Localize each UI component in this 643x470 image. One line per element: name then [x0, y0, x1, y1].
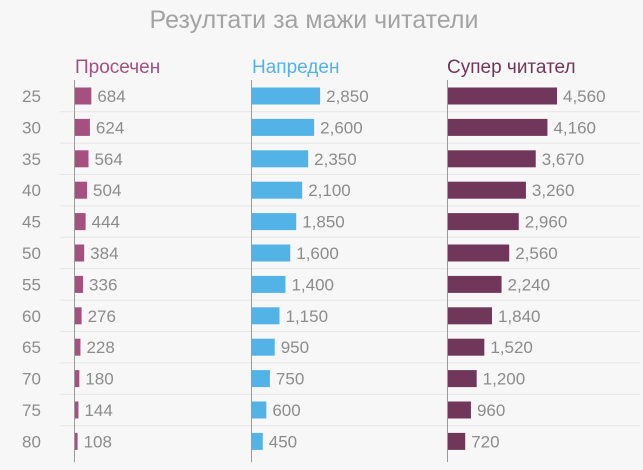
data-label: 3,260 — [532, 181, 575, 200]
data-label: 1,520 — [490, 338, 533, 357]
bar — [252, 87, 321, 105]
data-label: 450 — [269, 432, 297, 451]
data-label: 108 — [84, 432, 112, 451]
data-label: 960 — [477, 401, 505, 420]
data-label: 180 — [85, 370, 113, 389]
data-label: 336 — [89, 275, 117, 294]
data-label: 2,960 — [525, 213, 568, 232]
data-label: 624 — [96, 118, 124, 137]
bar — [75, 244, 85, 262]
bar — [252, 213, 297, 231]
bar — [448, 432, 466, 450]
data-label: 2,100 — [308, 181, 351, 200]
data-label: 384 — [90, 244, 118, 263]
bar — [252, 275, 286, 293]
bar — [448, 244, 510, 262]
bar — [75, 307, 82, 325]
data-label: 2,350 — [314, 150, 357, 169]
category-label: 65 — [22, 338, 41, 357]
data-label: 504 — [93, 181, 121, 200]
data-label: 600 — [272, 401, 300, 420]
bar — [252, 432, 263, 450]
category-label: 30 — [22, 118, 41, 137]
data-label: 1,840 — [498, 307, 541, 326]
bar — [75, 275, 84, 293]
bar — [75, 338, 81, 356]
bar — [252, 244, 291, 262]
data-label: 1,850 — [302, 213, 345, 232]
data-label: 4,160 — [553, 118, 596, 137]
category-label: 25 — [22, 87, 41, 106]
bar — [75, 87, 92, 105]
bar — [252, 181, 303, 199]
bar — [252, 401, 267, 419]
data-label: 1,400 — [291, 275, 334, 294]
bar — [75, 213, 86, 231]
bar — [448, 87, 557, 105]
data-label: 144 — [84, 401, 112, 420]
series-title: Просечен — [75, 57, 160, 78]
bar — [75, 181, 88, 199]
bar — [252, 307, 280, 325]
category-label: 80 — [22, 432, 41, 451]
bar — [448, 338, 485, 356]
bar — [252, 118, 315, 136]
bar — [75, 432, 78, 450]
data-label: 4,560 — [563, 87, 606, 106]
category-label: 55 — [22, 275, 41, 294]
data-label: 2,850 — [326, 87, 369, 106]
bar — [448, 213, 519, 231]
bar — [252, 150, 309, 168]
data-label: 276 — [88, 307, 116, 326]
data-label: 1,600 — [296, 244, 339, 263]
data-label: 2,240 — [508, 275, 551, 294]
bar — [448, 150, 536, 168]
data-label: 750 — [276, 370, 304, 389]
category-label: 75 — [22, 401, 41, 420]
data-label: 950 — [281, 338, 309, 357]
series-title: Супер читател — [447, 57, 576, 78]
bar — [75, 118, 90, 136]
bar — [252, 370, 270, 388]
bar — [75, 150, 89, 168]
bar — [448, 307, 492, 325]
category-label: 60 — [22, 307, 41, 326]
bar — [448, 118, 548, 136]
chart-title: Резултати за мажи читатели — [149, 6, 479, 34]
category-label: 50 — [22, 244, 41, 263]
bar — [448, 275, 502, 293]
bar — [252, 338, 275, 356]
data-label: 684 — [97, 87, 125, 106]
bar — [75, 370, 80, 388]
bar — [75, 401, 79, 419]
data-label: 564 — [94, 150, 122, 169]
category-label: 35 — [22, 150, 41, 169]
data-label: 2,600 — [320, 118, 363, 137]
bar — [448, 401, 471, 419]
data-label: 720 — [471, 432, 499, 451]
category-label: 70 — [22, 370, 41, 389]
bar — [448, 181, 526, 199]
data-label: 228 — [86, 338, 114, 357]
category-label: 40 — [22, 181, 41, 200]
data-label: 1,200 — [483, 370, 526, 389]
data-label: 444 — [92, 213, 120, 232]
data-label: 2,560 — [515, 244, 558, 263]
bar — [448, 370, 477, 388]
category-label: 45 — [22, 213, 41, 232]
data-label: 1,150 — [285, 307, 328, 326]
series-title: Напреден — [252, 57, 339, 78]
data-label: 3,670 — [542, 150, 585, 169]
